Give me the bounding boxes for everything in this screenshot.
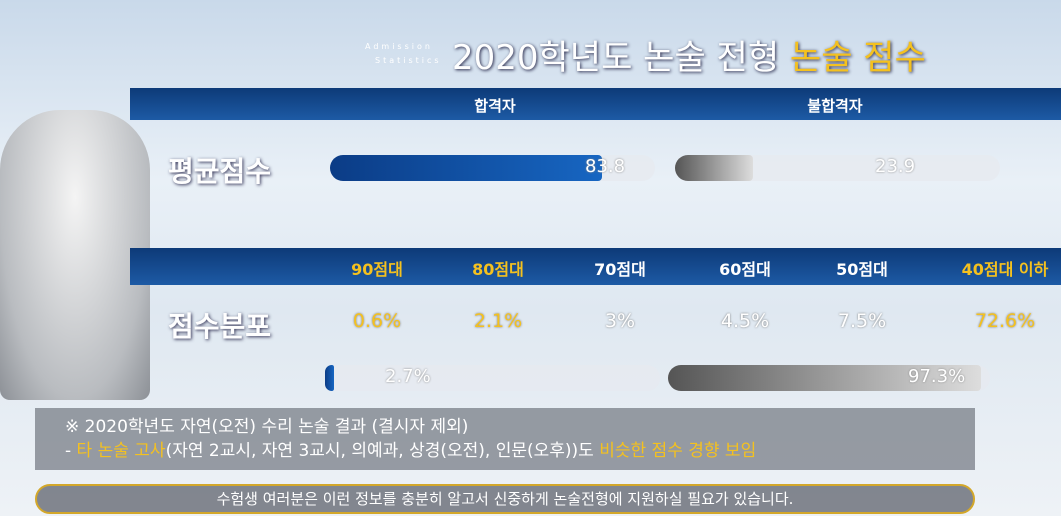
- bar: [330, 155, 603, 181]
- bar-track: [325, 365, 660, 391]
- bar-track: [668, 365, 990, 391]
- notes-box: [35, 408, 975, 470]
- watermark: Admission Statistics: [365, 40, 442, 68]
- value-label: 23.9: [875, 156, 916, 177]
- category-header: 80점대: [472, 260, 524, 279]
- distribution-value: 72.6%: [974, 310, 1036, 332]
- category-header: 50점대: [836, 260, 888, 279]
- category-header: 70점대: [594, 260, 646, 279]
- group-header: 합격자: [474, 97, 516, 115]
- note-highlight: 비슷한 점수 경향 보임: [599, 441, 757, 461]
- category-header: 60점대: [719, 260, 771, 279]
- title-main: 2020학년도 논술 전형: [452, 38, 780, 78]
- notes: ※ 2020학년도 자연(오전) 수리 논술 결과 (결시자 제외) - 타 논…: [65, 415, 756, 463]
- lion-statue: [0, 110, 150, 400]
- group-header: 불합격자: [807, 97, 863, 115]
- note-text: (자연 2교시, 자연 3교시, 의예과, 상경(오전), 인문(오후))도: [165, 441, 600, 461]
- category-header: 90점대: [351, 260, 403, 279]
- distribution-value: 2.1%: [473, 310, 523, 332]
- footer-note: 수험생 여러분은 이런 정보를 충분히 알고서 신중하게 논술전형에 지원하실 …: [35, 484, 975, 514]
- distribution-value: 0.6%: [352, 310, 402, 332]
- row-label: 평균점수: [168, 155, 272, 188]
- value-label: 2.7%: [385, 366, 431, 387]
- bar-track: [675, 155, 1000, 181]
- note-text: -: [65, 441, 77, 461]
- row-label: 점수분포: [168, 310, 272, 343]
- title-highlight: 논술 점수: [789, 38, 926, 78]
- value-label: 83.8: [585, 156, 626, 177]
- bar: [675, 155, 753, 181]
- distribution-value: 3%: [604, 310, 636, 332]
- category-header: 40점대 이하: [961, 260, 1049, 279]
- watermark-line: Admission: [365, 42, 433, 51]
- watermark-line: Statistics: [375, 56, 442, 65]
- value-label: 97.3%: [908, 366, 966, 387]
- header-band: [130, 88, 1061, 120]
- distribution-value: 7.5%: [837, 310, 887, 332]
- bar-track: [330, 155, 655, 181]
- title: 2020학년도 논술 전형 논술 점수: [452, 30, 926, 79]
- distribution-value: 4.5%: [720, 310, 770, 332]
- bar: [668, 365, 982, 391]
- bar: [325, 365, 335, 391]
- note-highlight: 타 논술 고사: [76, 441, 166, 461]
- note-line: ※ 2020학년도 자연(오전) 수리 논술 결과 (결시자 제외): [65, 417, 469, 437]
- note-line: - 타 논술 고사(자연 2교시, 자연 3교시, 의예과, 상경(오전), 인…: [65, 439, 756, 463]
- header-band: [130, 248, 1061, 285]
